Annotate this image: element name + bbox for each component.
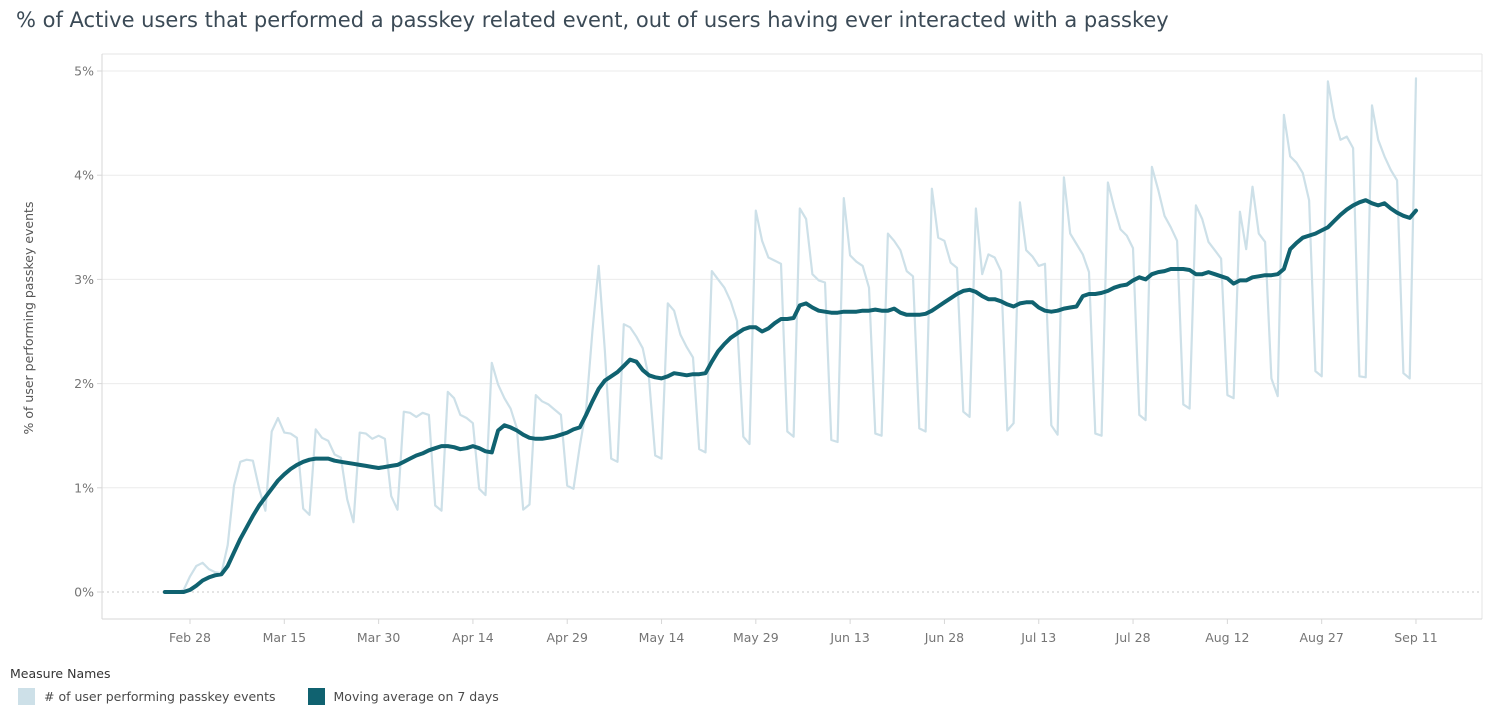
moving-average-label: Moving average on 7 days bbox=[333, 689, 499, 704]
x-tick-label: Aug 27 bbox=[1300, 630, 1344, 645]
y-tick-label: 3% bbox=[74, 272, 94, 287]
daily-series-label: # of user performing passkey events bbox=[44, 689, 276, 704]
x-tick-label: Jun 13 bbox=[829, 630, 869, 645]
x-tick-label: Apr 29 bbox=[546, 630, 588, 645]
x-tick-label: Jul 28 bbox=[1115, 630, 1151, 645]
y-tick-label: 0% bbox=[74, 585, 94, 600]
daily-series-swatch bbox=[18, 688, 35, 705]
moving-average-swatch bbox=[307, 688, 325, 705]
x-tick-label: Mar 30 bbox=[357, 630, 401, 645]
x-tick-label: Apr 14 bbox=[452, 630, 494, 645]
x-tick-label: Mar 15 bbox=[263, 630, 306, 645]
y-tick-label: 5% bbox=[74, 64, 94, 79]
legend-item-daily-series[interactable]: # of user performing passkey events bbox=[18, 688, 276, 705]
y-tick-label: 4% bbox=[74, 168, 94, 183]
chart-title: % of Active users that performed a passk… bbox=[16, 8, 1169, 32]
y-tick-label: 2% bbox=[74, 376, 94, 391]
daily-series-line[interactable] bbox=[163, 77, 1418, 594]
x-tick-label: Jun 28 bbox=[924, 630, 964, 645]
x-tick-label: May 14 bbox=[639, 630, 685, 645]
legend: Measure Names # of user performing passk… bbox=[10, 666, 531, 705]
legend-items: # of user performing passkey events Movi… bbox=[18, 688, 531, 705]
moving-average-line[interactable] bbox=[162, 198, 1418, 594]
x-tick-label: Aug 12 bbox=[1205, 630, 1249, 645]
x-tick-label: Feb 28 bbox=[169, 630, 211, 645]
legend-item-moving-average[interactable]: Moving average on 7 days bbox=[307, 688, 499, 705]
legend-title: Measure Names bbox=[10, 666, 111, 681]
x-tick-label: Jul 13 bbox=[1020, 630, 1056, 645]
y-axis-title: % of user performing passkey events bbox=[21, 202, 36, 435]
x-tick-label: Sep 11 bbox=[1394, 630, 1437, 645]
y-tick-label: 1% bbox=[74, 480, 94, 495]
x-tick-label: May 29 bbox=[733, 630, 779, 645]
